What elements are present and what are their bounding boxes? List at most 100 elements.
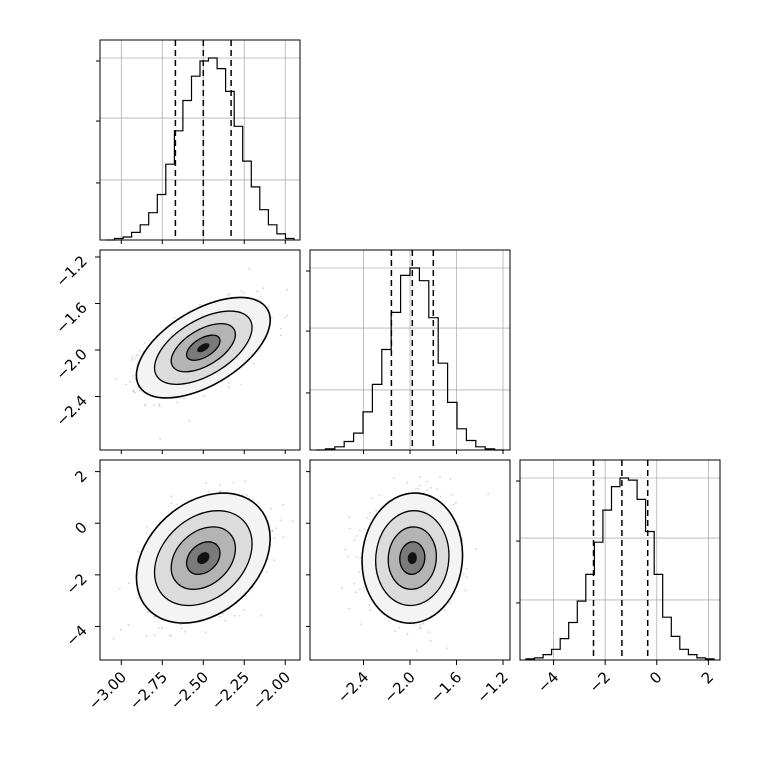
scatter-point [341,587,344,589]
scatter-point [272,529,274,532]
histogram-p3-background [520,460,720,660]
scatter-point [446,647,448,650]
scatter-point [270,507,272,510]
scatter-point [199,303,201,306]
y-tick-label-p3: −4 [62,622,90,650]
y-tick-label-p3: −2 [62,570,90,598]
scatter-point [144,403,147,406]
scatter-point [170,502,173,505]
scatter-point [138,389,141,392]
scatter-point [436,488,438,491]
scatter-point [449,602,451,605]
scatter-point [270,316,273,319]
scatter-point [188,420,191,422]
scatter-point [414,487,417,490]
y-tick-label-p2: −1.6 [52,299,90,337]
scatter-point [465,567,468,570]
scatter-point [234,614,237,617]
scatter-point [146,525,149,528]
scatter-point [147,611,149,614]
scatter-point [153,404,156,406]
scatter-point [422,622,425,625]
x-tick-label-p2: −2.0 [380,668,418,706]
scatter-point [279,519,282,522]
scatter-point [138,350,141,352]
scatter-point [398,626,401,629]
scatter-point [366,517,368,519]
scatter-point [127,582,130,585]
scatter-point [259,295,262,298]
y-tick-label-p2: −2.0 [52,345,90,383]
panel-p3-vs-p2 [309,459,511,661]
scatter-point [136,354,139,356]
scatter-point [449,478,452,480]
scatter-point [392,477,395,479]
scatter-point [240,290,243,293]
y-tick-label-p3: 0 [71,518,90,537]
scatter-point [417,487,420,490]
y-tick-label-p3: 2 [71,467,90,486]
scatter-point [238,615,241,617]
x-tick-label-p3: 2 [698,668,717,687]
x-tick-label-p1: −2.50 [167,668,212,713]
scatter-point [427,631,430,634]
scatter-point [227,294,230,297]
scatter-point [184,630,186,633]
scatter-point [291,520,294,522]
scatter-point [219,483,222,486]
scatter-point [133,389,136,392]
scatter-point [243,608,245,611]
x-tick-label-p3: −2 [586,668,614,696]
histogram-p2-step-line [316,267,504,451]
scatter-point [153,634,156,637]
scatter-point [282,536,285,538]
scatter-point [219,490,222,492]
density-contour-5 [407,552,417,565]
scatter-point [267,305,270,307]
scatter-point [127,623,130,626]
scatter-point [349,527,352,530]
scatter-point [180,627,183,630]
scatter-point [137,550,140,553]
scatter-point [252,362,255,365]
scatter-point [283,316,286,319]
scatter-point [130,356,133,359]
x-tick-label-p3: −4 [534,668,562,696]
scatter-point [204,631,207,634]
scatter-point [444,609,446,612]
scatter-point [359,588,361,591]
scatter-point [348,607,350,610]
x-tick-label-p3: 0 [646,668,665,687]
histogram-p2 [306,249,511,451]
scatter-point [262,287,265,289]
scatter-point [232,481,235,484]
scatter-point [358,529,361,532]
scatter-point [158,405,161,408]
scatter-point [119,628,122,631]
scatter-point [169,635,172,637]
scatter-point [353,582,356,585]
scatter-point [282,503,285,506]
scatter-point [419,624,422,626]
scatter-point [419,476,421,478]
scatter-point [131,358,134,361]
scatter-point [118,587,121,590]
x-tick-label-p1: −2.75 [126,668,171,713]
scatter-point [363,528,366,531]
scatter-point [169,634,172,637]
scatter-point [160,627,163,630]
scatter-point [135,354,138,357]
scatter-point [159,437,162,440]
scatter-point [280,334,282,337]
scatter-point [452,503,455,506]
panel-p2-vs-p1 [99,249,301,451]
histogram-p1-frame [99,39,301,241]
y-tick-label-p2: −1.2 [52,252,90,290]
scatter-point [134,392,136,394]
scatter-point [370,497,373,499]
scatter-point [129,380,131,383]
scatter-point [228,293,231,295]
scatter-point [243,291,245,294]
